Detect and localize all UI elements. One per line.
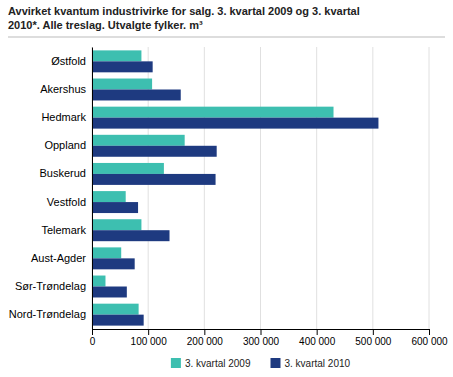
x-tick-mark (148, 329, 149, 335)
x-tick-label: 100 000 (131, 336, 168, 347)
x-tick-label: 300 000 (243, 336, 280, 347)
y-tick-label: Vestfold (47, 196, 86, 208)
bar (92, 304, 139, 315)
chart-svg: Avvirket kvantum industrivirke for salg.… (0, 0, 453, 377)
y-tick-label: Buskerud (40, 167, 86, 179)
bar (92, 258, 135, 269)
grid-line (372, 47, 373, 329)
x-tick-mark (317, 329, 318, 335)
bars (92, 50, 378, 325)
title-line: Avvirket kvantum industrivirke for salg.… (8, 5, 360, 17)
bar-series (92, 50, 334, 314)
bar-series (92, 61, 378, 325)
y-tick: Vestfold (47, 196, 86, 208)
x-tick-mark (92, 329, 93, 335)
bar (92, 219, 141, 230)
y-tick: Oppland (44, 139, 86, 151)
x-tick: 100 000 (131, 329, 168, 347)
y-tick: Buskerud (40, 167, 86, 179)
legend-swatch (271, 358, 281, 368)
y-axis-line (92, 48, 93, 330)
grid-line (429, 47, 430, 329)
x-tick: 0 (90, 329, 96, 347)
x-tick-label: 0 (90, 336, 96, 347)
bar (92, 315, 144, 326)
bar (92, 135, 185, 146)
legend-label: 3. kvartal 2009 (185, 358, 251, 369)
bar (92, 118, 378, 129)
x-tick: 300 000 (243, 329, 280, 347)
bar (92, 247, 121, 258)
grid-line (204, 47, 205, 329)
legend-item: 3. kvartal 2009 (171, 358, 251, 369)
x-tick-mark (261, 329, 262, 335)
y-tick: Nord-Trøndelag (9, 308, 86, 320)
legend-label: 3. kvartal 2010 (285, 358, 351, 369)
bar (92, 61, 153, 72)
bar (92, 89, 181, 100)
y-tick-label: Nord-Trøndelag (9, 308, 86, 320)
bar (92, 191, 126, 202)
x-tick-label: 600 000 (411, 336, 448, 347)
legend-swatch (171, 358, 181, 368)
y-tick: Aust-Agder (31, 252, 86, 264)
y-tick-label: Telemark (41, 224, 86, 236)
chart-container: Avvirket kvantum industrivirke for salg.… (0, 0, 453, 377)
legend: 3. kvartal 2009 3. kvartal 2010 (171, 358, 351, 369)
y-tick-label: Oppland (44, 139, 86, 151)
legend-item: 3. kvartal 2010 (271, 358, 351, 369)
y-tick-label: Hedmark (41, 111, 86, 123)
x-tick: 400 000 (299, 329, 336, 347)
y-tick-label: Østfold (51, 55, 86, 67)
bar (92, 107, 334, 118)
bar (92, 276, 105, 287)
bar (92, 163, 164, 174)
bar (92, 146, 217, 157)
bar (92, 50, 141, 61)
bar (92, 79, 152, 90)
x-tick-mark (204, 329, 205, 335)
plot: 0 100 000 200 000 300 000 400 000 500 000 600 … (9, 47, 448, 347)
y-tick: Telemark (41, 224, 86, 236)
y-tick: Akershus (40, 83, 86, 95)
x-tick: 200 000 (187, 329, 224, 347)
y-tick-label: Akershus (40, 83, 86, 95)
x-tick-label: 200 000 (187, 336, 224, 347)
bar (92, 230, 170, 241)
x-tick-mark (373, 329, 374, 335)
x-tick: 500 000 (355, 329, 392, 347)
y-tick: Hedmark (41, 111, 86, 123)
grid-line (316, 47, 317, 329)
y-tick: Sør-Trøndelag (15, 280, 86, 292)
x-axis: 0 100 000 200 000 300 000 400 000 500 000 600 … (90, 329, 448, 347)
y-tick-label: Sør-Trøndelag (15, 280, 86, 292)
grid-line (260, 47, 261, 329)
x-tick-mark (429, 329, 430, 335)
title-line: 2010*. Alle treslag. Utvalgte fylker. m³ (8, 19, 203, 31)
x-tick-label: 400 000 (299, 336, 336, 347)
bar (92, 174, 216, 185)
bar (92, 202, 138, 213)
x-tick: 600 000 (411, 329, 448, 347)
x-tick-label: 500 000 (355, 336, 392, 347)
y-axis: Østfold Akershus Hedmark Oppland Buskerud Ves… (9, 48, 93, 330)
title-rule (8, 37, 445, 38)
grid (92, 47, 429, 329)
y-tick-label: Aust-Agder (31, 252, 86, 264)
grid-line (92, 47, 93, 329)
x-axis-line (93, 330, 430, 336)
title: Avvirket kvantum industrivirke for salg.… (8, 5, 360, 31)
y-tick: Østfold (51, 55, 86, 67)
bar (92, 287, 127, 298)
